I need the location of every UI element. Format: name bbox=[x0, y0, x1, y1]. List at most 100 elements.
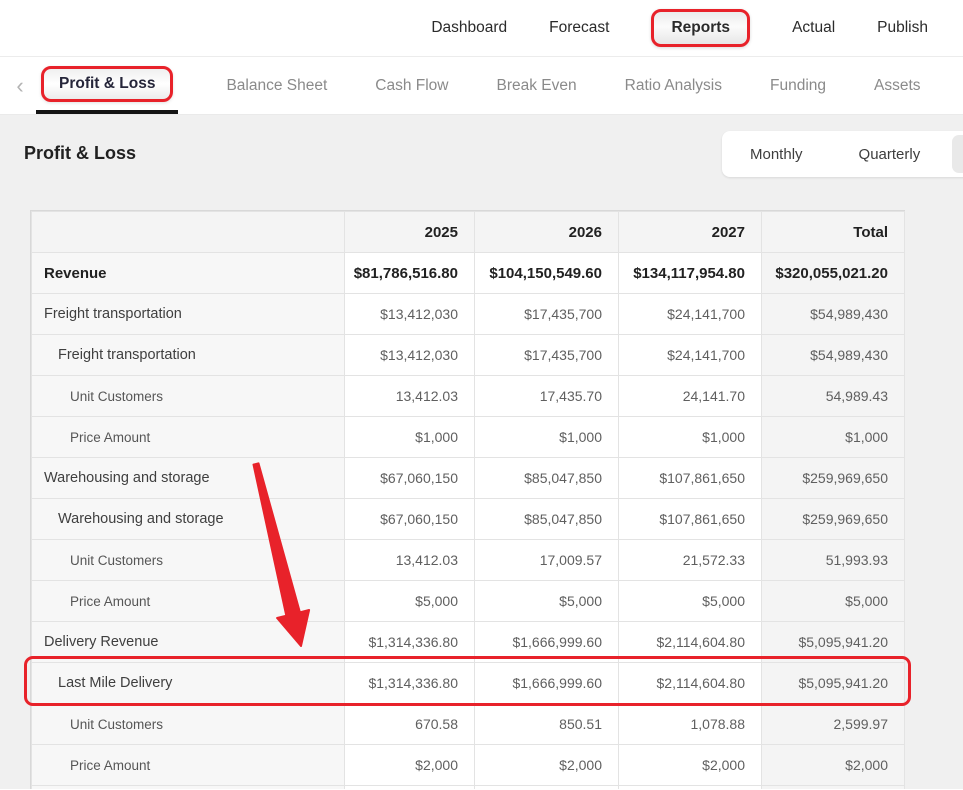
cell-value: $2,000 bbox=[761, 744, 905, 786]
cell-empty bbox=[761, 785, 905, 789]
cell-value: $134,117,954.80 bbox=[618, 252, 762, 294]
column-header-2027: 2027 bbox=[618, 211, 762, 253]
cell-value: $54,989,430 bbox=[761, 293, 905, 335]
cell-value: $259,969,650 bbox=[761, 498, 905, 540]
cell-value: $54,989,430 bbox=[761, 334, 905, 376]
table-row[interactable]: Price Amount $5,000 $5,000 $5,000 $5,000 bbox=[31, 580, 905, 622]
tab-ratio-analysis[interactable]: Ratio Analysis bbox=[624, 76, 722, 94]
cell-value: $1,314,336.80 bbox=[344, 621, 475, 663]
table-row[interactable]: Price Amount $1,000 $1,000 $1,000 $1,000 bbox=[31, 416, 905, 458]
cell-value: $85,047,850 bbox=[474, 457, 619, 499]
nav-item-actual[interactable]: Actual bbox=[792, 19, 836, 36]
cell-value: 2,599.97 bbox=[761, 703, 905, 745]
table-row[interactable]: Freight transportation $13,412,030 $17,435… bbox=[31, 293, 905, 335]
period-option-monthly[interactable]: Monthly bbox=[750, 145, 803, 163]
cell-value: $67,060,150 bbox=[344, 457, 475, 499]
cell-value: $259,969,650 bbox=[761, 457, 905, 499]
table-row[interactable]: Warehousing and storage $67,060,150 $85,04… bbox=[31, 498, 905, 540]
cell-value: $5,000 bbox=[618, 580, 762, 622]
cell-value: 17,435.70 bbox=[474, 375, 619, 417]
cell-value: 850.51 bbox=[474, 703, 619, 745]
cell-value: 13,412.03 bbox=[344, 375, 475, 417]
profit-loss-table-card: 2025 2026 2027 Total Revenue $81,786,516.… bbox=[30, 210, 905, 789]
report-tabs: Profit & Loss Balance Sheet Cash Flow Br… bbox=[36, 57, 963, 114]
report-tab-bar: ‹ Profit & Loss Balance Sheet Cash Flow … bbox=[0, 57, 963, 115]
row-label: Warehousing and storage bbox=[31, 498, 345, 540]
profit-loss-table: 2025 2026 2027 Total Revenue $81,786,516.… bbox=[31, 211, 905, 789]
cell-value: $17,435,700 bbox=[474, 293, 619, 335]
table-row[interactable]: Unit Customers 670.58 850.51 1,078.88 2,599.… bbox=[31, 703, 905, 745]
nav-item-publish[interactable]: Publish bbox=[877, 19, 928, 36]
cell-value: $5,000 bbox=[344, 580, 475, 622]
row-label: Unit Customers bbox=[31, 375, 345, 417]
cell-value: $24,141,700 bbox=[618, 334, 762, 376]
row-label: Delivery Revenue bbox=[31, 621, 345, 663]
cell-value: $2,000 bbox=[618, 744, 762, 786]
cell-value: $5,000 bbox=[761, 580, 905, 622]
cell-empty bbox=[31, 785, 345, 789]
cell-value: 24,141.70 bbox=[618, 375, 762, 417]
cell-value: $1,000 bbox=[618, 416, 762, 458]
table-row[interactable]: Revenue $81,786,516.80 $104,150,549.60 $134… bbox=[31, 252, 905, 294]
nav-item-reports[interactable]: Reports bbox=[651, 9, 751, 47]
cell-value: $24,141,700 bbox=[618, 293, 762, 335]
cell-empty bbox=[618, 785, 762, 789]
table-row-highlighted[interactable]: Last Mile Delivery $1,314,336.80 $1,666,99… bbox=[31, 662, 905, 704]
period-toggle: Monthly Quarterly bbox=[722, 131, 963, 177]
cell-value: $320,055,021.20 bbox=[761, 252, 905, 294]
tab-funding[interactable]: Funding bbox=[770, 76, 827, 94]
tab-profit-and-loss[interactable]: Profit & Loss bbox=[36, 57, 179, 114]
cell-value: $2,000 bbox=[474, 744, 619, 786]
cell-value: $1,666,999.60 bbox=[474, 621, 619, 663]
table-row[interactable]: Freight transportation $13,412,030 $17,435… bbox=[31, 334, 905, 376]
table-header-row: 2025 2026 2027 Total bbox=[31, 211, 905, 253]
nav-item-forecast[interactable]: Forecast bbox=[549, 19, 610, 36]
cell-empty bbox=[474, 785, 619, 789]
row-label: Unit Customers bbox=[31, 539, 345, 581]
cell-value: $1,000 bbox=[761, 416, 905, 458]
row-label: Price Amount bbox=[31, 580, 345, 622]
row-label: Price Amount bbox=[31, 416, 345, 458]
tab-cash-flow[interactable]: Cash Flow bbox=[375, 76, 449, 94]
cell-value: 51,993.93 bbox=[761, 539, 905, 581]
report-page: Profit & Loss Monthly Quarterly 2025 202… bbox=[0, 115, 963, 789]
nav-item-dashboard[interactable]: Dashboard bbox=[431, 19, 508, 36]
column-header-total: Total bbox=[761, 211, 905, 253]
top-navigation: Dashboard Forecast Reports Actual Publis… bbox=[0, 0, 963, 57]
cell-value: $67,060,150 bbox=[344, 498, 475, 540]
table-row[interactable]: Price Amount $2,000 $2,000 $2,000 $2,000 bbox=[31, 744, 905, 786]
cell-value: $13,412,030 bbox=[344, 334, 475, 376]
table-row[interactable]: Unit Customers 13,412.03 17,435.70 24,141.7… bbox=[31, 375, 905, 417]
cell-value: 54,989.43 bbox=[761, 375, 905, 417]
cell-value: $104,150,549.60 bbox=[474, 252, 619, 294]
cell-value: 17,009.57 bbox=[474, 539, 619, 581]
row-label: Freight transportation bbox=[31, 334, 345, 376]
period-option-quarterly[interactable]: Quarterly bbox=[858, 145, 921, 163]
row-label: Revenue bbox=[31, 252, 345, 294]
table-row[interactable]: Unit Customers 13,412.03 17,009.57 21,572.3… bbox=[31, 539, 905, 581]
table-row-partial bbox=[31, 785, 905, 789]
cell-value: 670.58 bbox=[344, 703, 475, 745]
table-row[interactable]: Warehousing and storage $67,060,150 $85,04… bbox=[31, 457, 905, 499]
tab-assets[interactable]: Assets bbox=[874, 76, 921, 94]
tab-balance-sheet[interactable]: Balance Sheet bbox=[226, 76, 328, 94]
row-label: Unit Customers bbox=[31, 703, 345, 745]
tab-break-even[interactable]: Break Even bbox=[496, 76, 577, 94]
cell-value: $85,047,850 bbox=[474, 498, 619, 540]
cell-value: $107,861,650 bbox=[618, 457, 762, 499]
pl-table-body: Revenue $81,786,516.80 $104,150,549.60 $134… bbox=[31, 252, 905, 789]
cell-value: $1,000 bbox=[474, 416, 619, 458]
cell-value: $107,861,650 bbox=[618, 498, 762, 540]
table-row[interactable]: Delivery Revenue $1,314,336.80 $1,666,999.… bbox=[31, 621, 905, 663]
cell-value: 1,078.88 bbox=[618, 703, 762, 745]
period-option-cutoff[interactable] bbox=[952, 135, 963, 173]
cell-value: $5,000 bbox=[474, 580, 619, 622]
row-label: Warehousing and storage bbox=[31, 457, 345, 499]
row-label: Price Amount bbox=[31, 744, 345, 786]
chevron-left-icon[interactable]: ‹ bbox=[16, 72, 24, 98]
column-header-2026: 2026 bbox=[474, 211, 619, 253]
cell-value: $81,786,516.80 bbox=[344, 252, 475, 294]
cell-value: $2,114,604.80 bbox=[618, 662, 762, 704]
column-header-label bbox=[31, 211, 345, 253]
cell-value: 21,572.33 bbox=[618, 539, 762, 581]
